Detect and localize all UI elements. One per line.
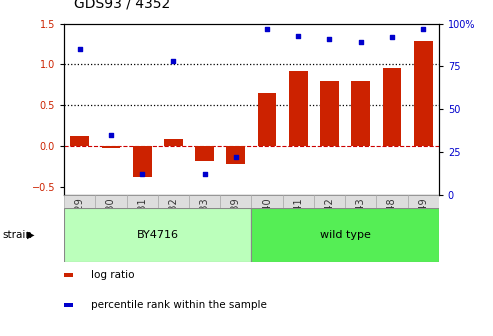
Point — [138, 172, 146, 177]
Bar — [102, 146, 120, 148]
FancyBboxPatch shape — [282, 195, 314, 208]
Text: percentile rank within the sample: percentile rank within the sample — [91, 300, 267, 310]
Bar — [289, 71, 308, 146]
Text: GSM1643: GSM1643 — [356, 197, 366, 244]
Text: GSM1632: GSM1632 — [169, 197, 178, 244]
Bar — [133, 146, 151, 177]
Bar — [258, 93, 277, 146]
Text: GSM1648: GSM1648 — [387, 197, 397, 244]
Point — [76, 47, 84, 52]
Text: GSM1641: GSM1641 — [293, 197, 303, 244]
Point — [419, 26, 427, 31]
Point — [357, 40, 365, 45]
FancyBboxPatch shape — [64, 208, 251, 262]
Point — [170, 58, 177, 64]
Bar — [164, 139, 183, 146]
Point — [201, 172, 209, 177]
Text: ▶: ▶ — [27, 230, 35, 240]
Bar — [320, 81, 339, 146]
FancyBboxPatch shape — [376, 195, 408, 208]
Point — [107, 132, 115, 138]
Text: GSM1649: GSM1649 — [418, 197, 428, 244]
Text: wild type: wild type — [319, 230, 371, 240]
Text: GSM1639: GSM1639 — [231, 197, 241, 244]
FancyBboxPatch shape — [251, 208, 439, 262]
Bar — [226, 146, 245, 164]
Bar — [70, 136, 89, 146]
Bar — [195, 146, 214, 161]
Text: GSM1631: GSM1631 — [137, 197, 147, 244]
FancyBboxPatch shape — [95, 195, 127, 208]
Point — [388, 35, 396, 40]
Point — [232, 155, 240, 160]
Text: BY4716: BY4716 — [137, 230, 179, 240]
Text: GSM1630: GSM1630 — [106, 197, 116, 244]
Text: strain: strain — [2, 230, 33, 240]
FancyBboxPatch shape — [345, 195, 376, 208]
Point — [294, 33, 302, 38]
FancyBboxPatch shape — [64, 195, 95, 208]
FancyBboxPatch shape — [220, 195, 251, 208]
Text: GDS93 / 4352: GDS93 / 4352 — [74, 0, 170, 10]
Bar — [352, 81, 370, 146]
Point — [263, 26, 271, 31]
Text: GSM1633: GSM1633 — [200, 197, 210, 244]
Text: log ratio: log ratio — [91, 270, 135, 280]
Text: GSM1642: GSM1642 — [324, 197, 334, 244]
Point — [325, 36, 333, 42]
FancyBboxPatch shape — [408, 195, 439, 208]
Bar — [383, 69, 401, 146]
FancyBboxPatch shape — [314, 195, 345, 208]
Text: GSM1640: GSM1640 — [262, 197, 272, 244]
Bar — [414, 41, 432, 146]
FancyBboxPatch shape — [127, 195, 158, 208]
FancyBboxPatch shape — [251, 195, 282, 208]
Text: GSM1629: GSM1629 — [75, 197, 85, 244]
FancyBboxPatch shape — [158, 195, 189, 208]
FancyBboxPatch shape — [189, 195, 220, 208]
